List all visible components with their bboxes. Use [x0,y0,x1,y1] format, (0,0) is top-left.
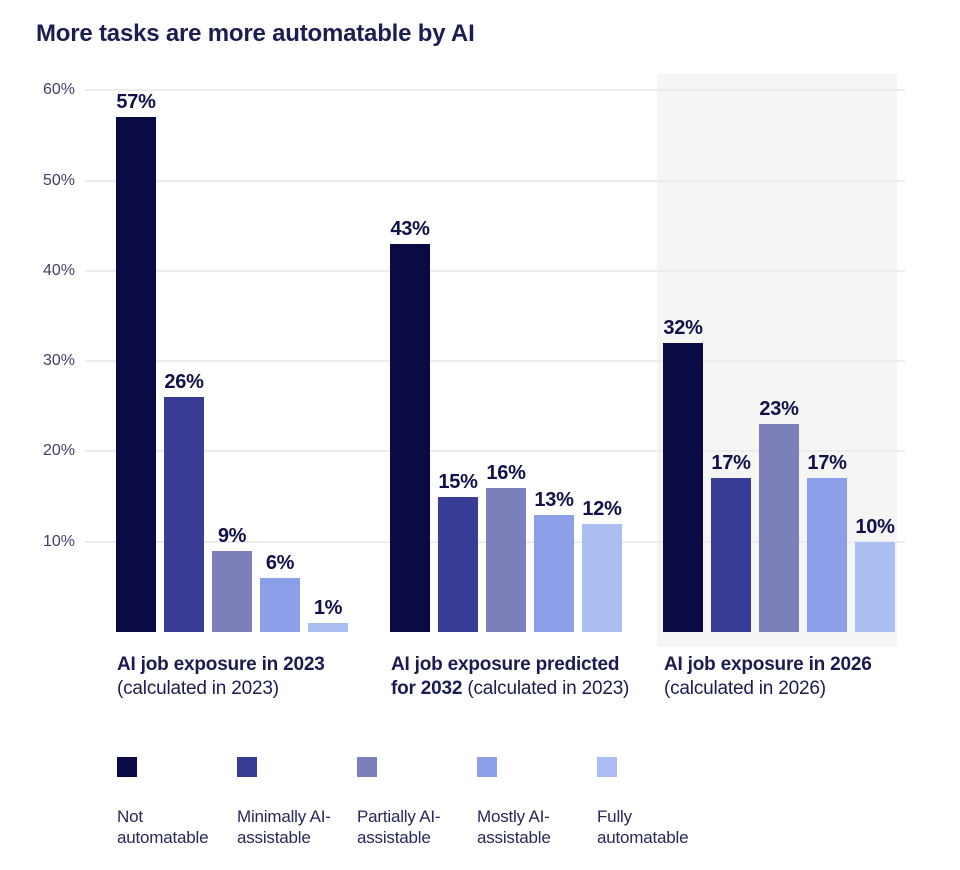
chart-title: More tasks are more automatable by AI [36,20,475,47]
bar-value-label: 23% [759,398,799,420]
bar [759,424,799,632]
bar-value-label: 12% [582,498,622,520]
group-label-line: AI job exposure in 2023 [117,654,325,675]
y-tick-label: 30% [42,352,75,370]
bar-value-label: 6% [265,552,295,574]
bar [116,117,156,632]
bar [212,551,252,632]
bar [308,623,348,632]
gridline [85,360,905,363]
bar-value-label: 16% [486,462,526,484]
gridline [85,269,905,272]
bar [260,578,300,632]
group-label-line: (calculated in 2023) [117,678,279,699]
group-label: AI job exposure predicted for 2032 (calcu… [391,653,669,701]
legend-item: Mostly AI-assistable [477,757,589,848]
legend-swatch [117,757,137,777]
bar [438,497,478,632]
bar-value-label: 13% [534,489,574,511]
bar-value-label: 57% [116,91,156,113]
gridline [85,89,905,92]
legend-item: Minimally AI-assistable [237,757,349,848]
legend-label: Mostly AI-assistable [477,807,551,847]
bar [855,542,895,632]
bar [390,244,430,632]
legend-label: Fully automatable [597,807,689,847]
group-label-line: AI job exposure predicted [391,654,620,675]
bar-value-label: 17% [711,452,751,474]
group-label: AI job exposure in 2023 (calculated in 20… [117,653,395,701]
y-tick-label: 60% [42,81,75,99]
legend-swatch [237,757,257,777]
group-label-line: AI job exposure in 2026 [664,654,872,675]
legend-label: Minimally AI-assistable [237,807,331,847]
bar [534,515,574,632]
legend-item: Not automatable [117,757,229,848]
bar [486,488,526,632]
legend-item: Fully automatable [597,757,709,848]
bar-value-label: 26% [164,371,204,393]
y-tick-label: 50% [42,171,75,189]
gridline [85,179,905,182]
bar [663,343,703,632]
legend-swatch [477,757,497,777]
bar-value-label: 1% [313,597,343,619]
bar-value-label: 43% [390,218,430,240]
bar-value-label: 32% [663,317,703,339]
bar-value-label: 17% [807,452,847,474]
bar-value-label: 10% [855,516,895,538]
y-tick-label: 40% [42,261,75,279]
legend-swatch [357,757,377,777]
legend-label: Not automatable [117,807,209,847]
bar [711,478,751,632]
gridline [85,450,905,453]
bar [582,524,622,632]
group-label: AI job exposure in 2026 (calculated in 20… [664,653,942,701]
y-tick-label: 10% [42,532,75,550]
legend-label: Partially AI-assistable [357,807,441,847]
group-label-line: (calculated in 2026) [664,678,826,699]
bar [164,397,204,632]
legend: Not automatable Minimally AI-assistable Pa… [117,757,717,848]
legend-item: Partially AI-assistable [357,757,469,848]
legend-swatch [597,757,617,777]
group-label-line: for 2032 (calculated in 2023) [391,678,630,699]
y-tick-label: 20% [42,442,75,460]
bar [807,478,847,632]
bar-value-label: 9% [217,525,247,547]
bar-value-label: 15% [438,471,478,493]
